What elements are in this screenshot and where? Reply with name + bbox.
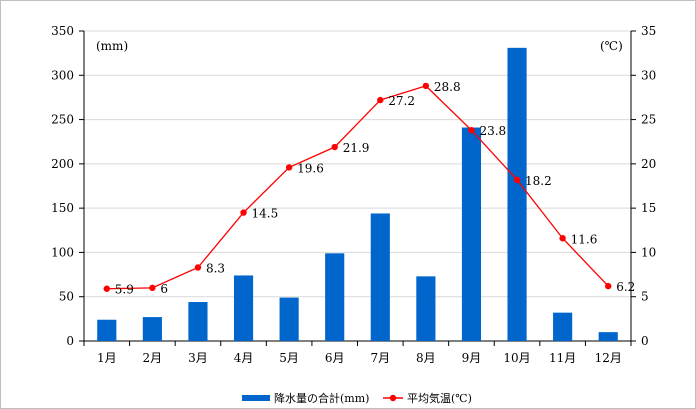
line-series [103,82,612,292]
temperature-point [331,143,338,151]
left-axis-tick-label: 100 [51,245,74,259]
x-axis-category-label: 5月 [279,351,299,365]
right-axis-tick-label: 35 [641,24,656,38]
temperature-data-label: 23.8 [479,124,506,138]
x-axis-category-label: 4月 [234,351,254,365]
temperature-point [468,127,475,134]
left-axis-tick-label: 250 [51,113,74,127]
precipitation-bar [370,213,390,341]
precipitation-bar [325,253,345,341]
temperature-data-label: 21.9 [343,141,370,155]
precipitation-bar [142,317,162,341]
precipitation-bar [507,47,527,341]
temperature-data-label: 18.2 [525,174,552,188]
right-axis-tick-label: 5 [641,290,649,304]
temperature-line [106,85,609,290]
temperature-point [285,164,293,171]
left-axis-unit: (mm) [96,39,128,53]
precipitation-bar [598,332,618,341]
tick-labels: 0 50 100 150 200 250 300 350 0 5 10 15 20 25 30 35 1月 2月 3… [51,24,656,365]
precipitation-bar [188,302,208,341]
legend-bar-label: 降水量の合計(mm) [274,391,369,405]
left-axis-tick-label: 50 [59,290,74,304]
right-axis-tick-label: 0 [641,334,649,348]
temperature-data-label: 8.3 [206,261,225,275]
x-axis-category-label: 3月 [188,351,208,365]
legend-line-marker [389,394,397,402]
temperature-point [149,284,156,292]
right-axis-tick-label: 25 [641,113,656,127]
legend-line-label: 平均気温(℃) [407,391,472,405]
left-axis-tick-label: 0 [66,334,74,348]
axes [79,30,636,346]
temperature-point [422,82,430,90]
precipitation-bar [553,312,573,341]
precipitation-bar [279,297,299,341]
x-axis-category-label: 12月 [595,351,622,365]
left-axis-tick-label: 300 [51,68,74,82]
temperature-point [559,235,566,242]
temperature-data-label: 6 [160,282,168,296]
data-labels: 5.9 6 8.3 14.5 19.6 21.9 27.2 28.8 23.8 18.2 11.6 6… [115,80,636,297]
left-axis-tick-label: 200 [51,157,74,171]
temperature-data-label: 19.6 [297,161,324,175]
x-axis-category-label: 11月 [549,351,576,365]
x-axis-category-label: 8月 [416,351,436,365]
right-axis-tick-label: 20 [641,157,656,171]
temperature-data-label: 28.8 [434,80,461,94]
x-axis-category-label: 2月 [143,351,163,365]
temperature-data-label: 14.5 [252,207,279,221]
temperature-data-label: 11.6 [571,232,598,246]
right-axis-unit: (℃) [600,39,623,53]
temperature-point [194,264,202,271]
precipitation-bar [97,319,117,341]
precipitation-bar [461,127,482,342]
temperature-point [377,96,384,104]
legend-bar-swatch [242,395,270,401]
gridlines [84,30,631,298]
temperature-point [103,285,110,292]
temperature-point [513,176,521,183]
precipitation-bar [416,276,436,341]
temperature-point [240,209,247,216]
right-axis-tick-label: 10 [641,245,656,259]
right-axis-tick-label: 30 [641,68,656,82]
x-axis-category-label: 10月 [503,351,530,365]
temperature-data-label: 6.2 [616,280,635,294]
x-axis-category-label: 6月 [325,351,345,365]
legend: 降水量の合計(mm) 平均気温(℃) [242,391,472,405]
precipitation-bar [233,275,254,341]
left-axis-tick-label: 350 [51,24,74,38]
temperature-data-label: 5.9 [115,283,134,297]
temperature-point [605,282,612,290]
temperature-data-label: 27.2 [388,94,415,108]
left-axis-tick-label: 150 [51,201,74,215]
right-axis-tick-label: 15 [641,201,656,215]
x-axis-category-label: 7月 [370,351,390,365]
bar-series [97,47,618,342]
x-axis-category-label: 9月 [462,351,482,365]
x-axis-category-label: 1月 [97,351,117,365]
